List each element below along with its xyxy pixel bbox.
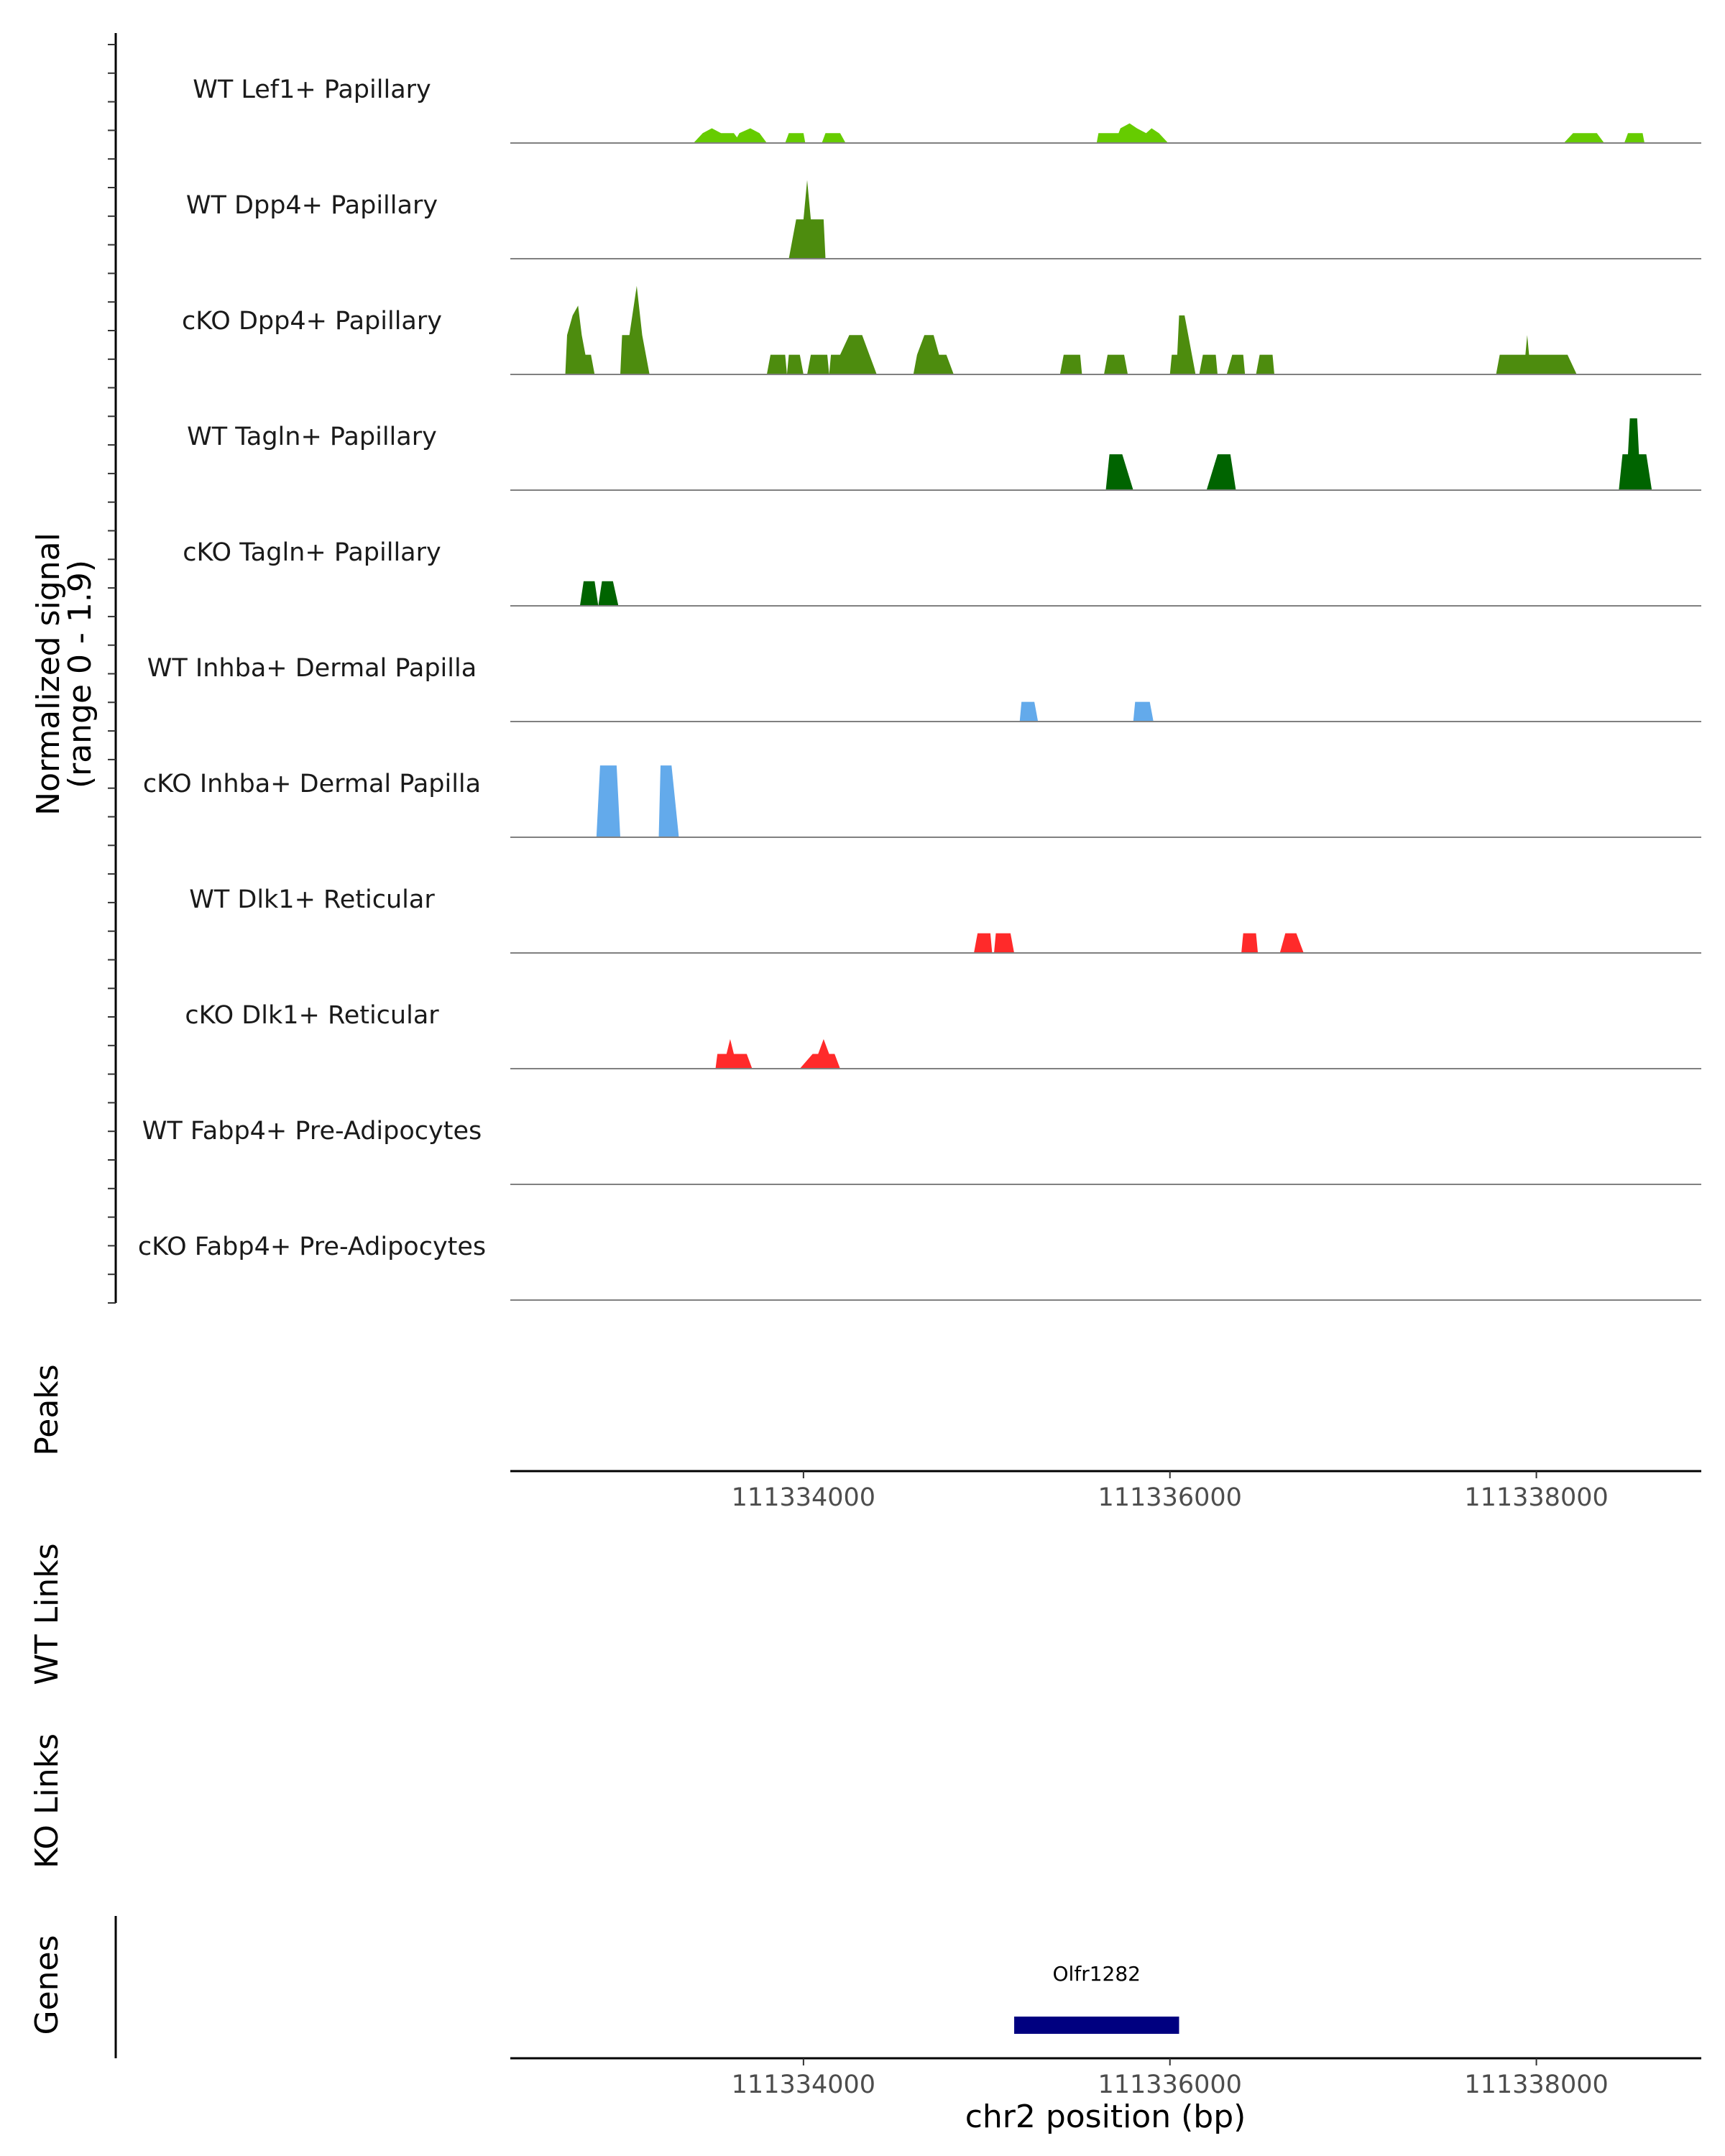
coverage-peak bbox=[1563, 133, 1604, 143]
coverage-peak bbox=[715, 1038, 753, 1069]
coverage-peak bbox=[1279, 933, 1304, 953]
coverage-peak bbox=[766, 354, 804, 374]
coverage-peak bbox=[658, 765, 679, 837]
coverage-peak bbox=[1096, 123, 1169, 143]
track-label: WT Dlk1+ Reticular bbox=[189, 885, 435, 914]
x-tick-label: 111338000 bbox=[1464, 2070, 1608, 2099]
x-tick-label: 111334000 bbox=[732, 1483, 875, 1512]
gene-exon-bar bbox=[1014, 2017, 1179, 2034]
coverage-peak bbox=[1619, 418, 1652, 490]
track-label: WT Inhba+ Dermal Papilla bbox=[147, 654, 477, 683]
coverage-peak bbox=[693, 128, 742, 143]
coverage-peak bbox=[822, 133, 846, 143]
genes-panel-title: Genes bbox=[29, 1935, 65, 2035]
x-tick-label: 111334000 bbox=[732, 2070, 875, 2099]
track-label: WT Dpp4+ Papillary bbox=[186, 191, 438, 220]
gene-name-label: Olfr1282 bbox=[1053, 1962, 1141, 1986]
track-label: cKO Tagln+ Papillary bbox=[183, 538, 441, 567]
ko-links-panel-title: KO Links bbox=[29, 1733, 65, 1869]
coverage-peak bbox=[974, 933, 993, 953]
coverage-peak bbox=[1059, 354, 1082, 374]
signal-axis-title-line2: (range 0 - 1.9) bbox=[62, 560, 98, 788]
coverage-peak bbox=[1133, 701, 1154, 722]
coverage-peak bbox=[1256, 354, 1274, 374]
coverage-peak bbox=[1199, 354, 1218, 374]
coverage-peak bbox=[1206, 454, 1236, 490]
coverage-peak bbox=[1624, 133, 1644, 143]
coverage-peak bbox=[1241, 933, 1259, 953]
coverage-peak bbox=[913, 335, 954, 374]
wt-links-panel-title: WT Links bbox=[29, 1543, 65, 1685]
peaks-x-ticks: 111334000 111336000 111338000 bbox=[732, 1471, 1609, 1512]
coverage-peak bbox=[598, 581, 619, 606]
coverage-peak bbox=[734, 128, 767, 143]
signal-axis bbox=[108, 33, 117, 1304]
coverage-tracks: WT Lef1+ Papillary WT Dpp4+ Papillary cKO … bbox=[138, 75, 1701, 1301]
genes-x-ticks: 111334000 111336000 111338000 bbox=[732, 2058, 1609, 2099]
x-tick-label: 111338000 bbox=[1464, 1483, 1608, 1512]
peaks-panel-title: Peaks bbox=[29, 1364, 65, 1455]
coverage-peak bbox=[596, 765, 620, 837]
track-label: cKO Inhba+ Dermal Papilla bbox=[143, 770, 481, 798]
coverage-peak bbox=[788, 180, 826, 259]
coverage-peak bbox=[565, 305, 595, 374]
coverage-peak bbox=[1104, 354, 1128, 374]
coverage-peak bbox=[785, 133, 806, 143]
x-tick-label: 111336000 bbox=[1098, 2070, 1242, 2099]
track-label: WT Lef1+ Papillary bbox=[193, 75, 431, 104]
track-label: cKO Dpp4+ Papillary bbox=[182, 307, 442, 336]
track-label: cKO Dlk1+ Reticular bbox=[185, 1001, 439, 1030]
coverage-peak bbox=[1019, 701, 1039, 722]
coverage-peak bbox=[1496, 335, 1577, 374]
coverage-peak bbox=[1105, 454, 1133, 490]
coverage-peak bbox=[620, 285, 650, 374]
coverage-peak bbox=[807, 335, 877, 374]
track-label: cKO Fabp4+ Pre-Adipocytes bbox=[138, 1233, 486, 1261]
coverage-peak bbox=[799, 1038, 840, 1069]
track-label: WT Fabp4+ Pre-Adipocytes bbox=[142, 1117, 482, 1146]
gene-annotations: Olfr1282 bbox=[1014, 1962, 1179, 2034]
coverage-peak bbox=[994, 933, 1014, 953]
track-label: WT Tagln+ Papillary bbox=[187, 423, 437, 451]
coverage-peak bbox=[1226, 354, 1246, 374]
x-axis-title: chr2 position (bp) bbox=[965, 2099, 1246, 2135]
coverage-peak bbox=[579, 581, 599, 606]
signal-axis-title-line1: Normalized signal bbox=[30, 533, 67, 816]
coverage-peak bbox=[1169, 315, 1196, 374]
x-tick-label: 111336000 bbox=[1098, 1483, 1242, 1512]
